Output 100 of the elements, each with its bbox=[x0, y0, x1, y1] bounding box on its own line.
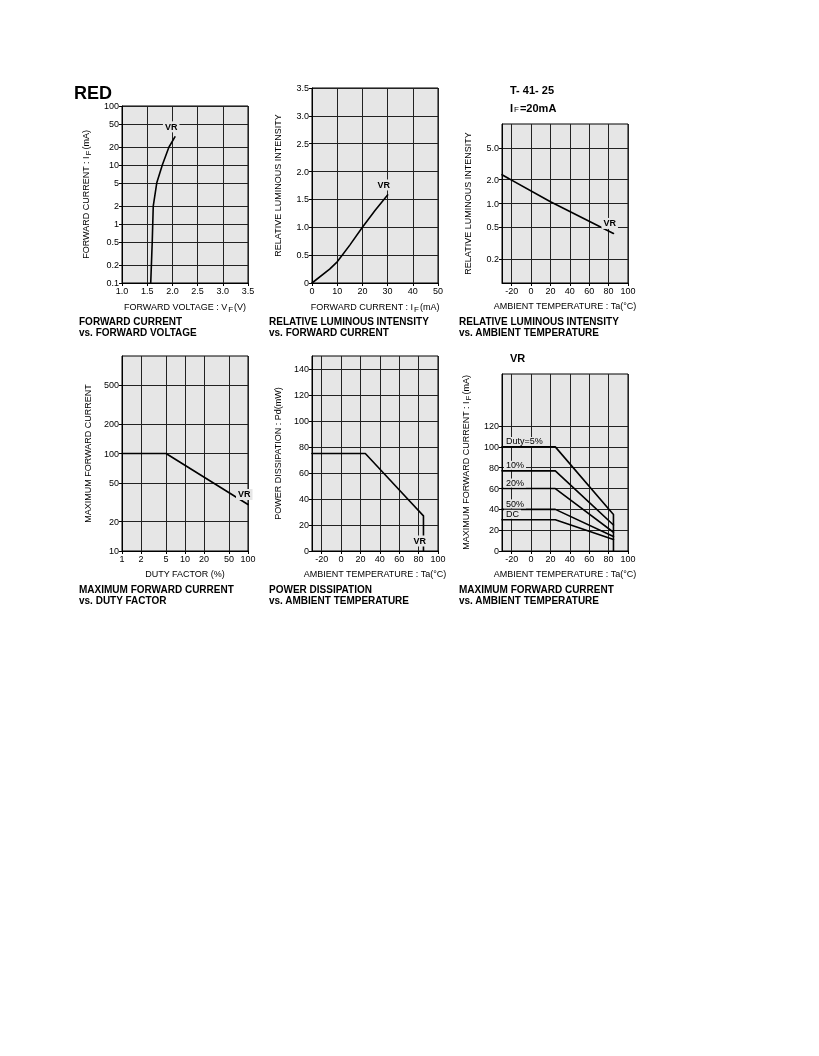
series-label: VR bbox=[238, 489, 251, 500]
series-label: 50% bbox=[506, 498, 525, 509]
y-tick-label: 1 bbox=[113, 219, 119, 229]
x-tick-label: 40 bbox=[374, 553, 385, 564]
text: RELATIVE LUMINOUS INTENSITY vs. FORWARD CURRENT bbox=[269, 316, 430, 338]
x-tick-label: 50 bbox=[224, 553, 235, 564]
x-tick-label: 5 bbox=[163, 553, 169, 564]
series-label: DC bbox=[506, 509, 520, 520]
text: FORWARD CURRENT vs. FORWARD VOLTAGE bbox=[79, 316, 198, 338]
y-tick-label: 2 bbox=[113, 201, 119, 212]
y-tick-label: 1.0 bbox=[486, 198, 499, 209]
x-tick-label: 3.5 bbox=[241, 285, 255, 296]
y-tick-label: 40 bbox=[488, 504, 499, 515]
y-tick-label: 0.5 bbox=[296, 250, 309, 261]
y-tick-label: 0.2 bbox=[486, 254, 499, 265]
y-tick-label: 3.0 bbox=[296, 110, 309, 121]
x-tick-label: 100 bbox=[430, 553, 446, 564]
x-tick-label: 40 bbox=[564, 553, 575, 564]
x-tick-label: 20 bbox=[355, 553, 366, 564]
y-tick-label: 80 bbox=[488, 462, 499, 473]
series-label: Duty=5% bbox=[506, 436, 543, 447]
x-tick-label: 50 bbox=[432, 285, 444, 296]
series-label: 10% bbox=[506, 460, 525, 471]
x-tick-label: 80 bbox=[413, 553, 424, 564]
x-axis-title: AMBIENT TEMPERATURE : Ta(°C) bbox=[493, 300, 637, 311]
x-axis-title: AMBIENT TEMPERATURE : Ta(°C) bbox=[303, 568, 447, 579]
x-tick-label: 40 bbox=[564, 285, 575, 296]
x-tick-label: 20 bbox=[357, 285, 368, 296]
y-tick-label: 3.5 bbox=[296, 83, 309, 93]
text: RED bbox=[74, 83, 113, 103]
x-tick-label: 100 bbox=[620, 553, 636, 564]
y-tick-label: 0 bbox=[303, 546, 309, 556]
text: MAXIMUM FORWARD CURRENT vs. AMBIENT TEMPERATURE bbox=[459, 584, 614, 606]
y-tick-label: 5 bbox=[113, 177, 119, 188]
y-tick-label: 1.5 bbox=[296, 194, 309, 205]
x-tick-label: 80 bbox=[603, 553, 614, 564]
x-tick-label: 20 bbox=[545, 285, 556, 296]
x-tick-label: 30 bbox=[382, 285, 393, 296]
x-tick-label: 0 bbox=[528, 553, 534, 564]
text: RELATIVE LUMINOUS INTENSITY vs. AMBIENT TEMPERATURE bbox=[459, 316, 620, 338]
y-tick-label: 20 bbox=[108, 142, 119, 153]
y-tick-label: 100 bbox=[483, 441, 499, 452]
text: POWER DISSIPATION vs. AMBIENT TEMPERATURE bbox=[269, 584, 410, 606]
y-tick-label: 140 bbox=[293, 364, 309, 374]
series-label: VR bbox=[377, 179, 391, 190]
x-tick-label: 100 bbox=[620, 285, 636, 296]
x-tick-label: -20 bbox=[315, 553, 329, 564]
x-tick-label: 20 bbox=[198, 553, 209, 564]
x-tick-label: 60 bbox=[584, 285, 595, 296]
series-label: VR bbox=[164, 121, 178, 132]
y-axis-title: RELATIVE LUMINOUS INTENSITY bbox=[272, 114, 283, 257]
y-axis-title: MAXIMUM FORWARD CURRENT bbox=[82, 383, 93, 523]
y-tick-label: 10 bbox=[108, 160, 119, 170]
x-tick-label: 0 bbox=[528, 285, 534, 296]
y-tick-label: 120 bbox=[293, 390, 309, 400]
x-tick-label: 0 bbox=[338, 553, 344, 564]
x-tick-label: 60 bbox=[584, 553, 595, 564]
x-tick-label: -20 bbox=[505, 285, 519, 296]
y-tick-label: 40 bbox=[298, 494, 309, 504]
y-tick-label: 200 bbox=[103, 419, 119, 430]
x-tick-label: 2 bbox=[138, 553, 144, 564]
x-tick-label: 1.5 bbox=[140, 285, 154, 296]
series-label: VR bbox=[413, 536, 427, 546]
y-tick-label: 0.1 bbox=[106, 278, 119, 288]
y-tick-label: 60 bbox=[298, 468, 309, 478]
x-tick-label: 20 bbox=[545, 553, 556, 564]
x-tick-label: -20 bbox=[505, 553, 519, 564]
y-tick-label: 120 bbox=[483, 421, 499, 432]
text: T- 41- 25 bbox=[510, 83, 555, 96]
y-tick-label: 2.0 bbox=[296, 166, 309, 177]
y-tick-label: 20 bbox=[488, 525, 499, 536]
y-tick-label: 60 bbox=[488, 483, 499, 494]
y-axis-title: RELATIVE LUMINOUS INTENSITY bbox=[462, 132, 473, 275]
y-tick-label: 100 bbox=[293, 416, 309, 426]
y-tick-label: 50 bbox=[108, 477, 119, 488]
x-tick-label: 80 bbox=[603, 285, 614, 296]
y-tick-label: 80 bbox=[298, 442, 309, 452]
x-tick-label: 60 bbox=[394, 553, 405, 564]
x-tick-label: 2.0 bbox=[166, 285, 179, 296]
series-label: VR bbox=[603, 218, 617, 229]
x-tick-label: 100 bbox=[240, 553, 256, 564]
x-tick-label: 3.0 bbox=[216, 285, 230, 296]
x-tick-label: 10 bbox=[332, 285, 343, 296]
x-tick-label: 40 bbox=[407, 285, 418, 296]
y-tick-label: 500 bbox=[103, 380, 119, 391]
y-tick-label: 20 bbox=[298, 520, 309, 530]
y-tick-label: 10 bbox=[108, 546, 119, 556]
y-tick-label: 100 bbox=[103, 101, 119, 111]
y-tick-label: 1.0 bbox=[296, 222, 309, 233]
y-tick-label: 50 bbox=[108, 118, 119, 129]
y-tick-label: 20 bbox=[108, 516, 119, 527]
x-tick-label: 10 bbox=[179, 553, 191, 564]
x-axis-title: DUTY FACTOR (%) bbox=[145, 568, 225, 579]
y-tick-label: 2.0 bbox=[486, 174, 499, 185]
y-axis-title: MAXIMUM FORWARD CURRENT : IF(mA) bbox=[461, 375, 473, 550]
text: MAXIMUM FORWARD CURRENT vs. DUTY FACTOR bbox=[79, 584, 234, 606]
x-tick-label: 2.5 bbox=[191, 285, 204, 296]
y-tick-label: 0 bbox=[493, 546, 499, 556]
series-label: 20% bbox=[506, 478, 525, 489]
y-tick-label: 5.0 bbox=[486, 142, 499, 153]
